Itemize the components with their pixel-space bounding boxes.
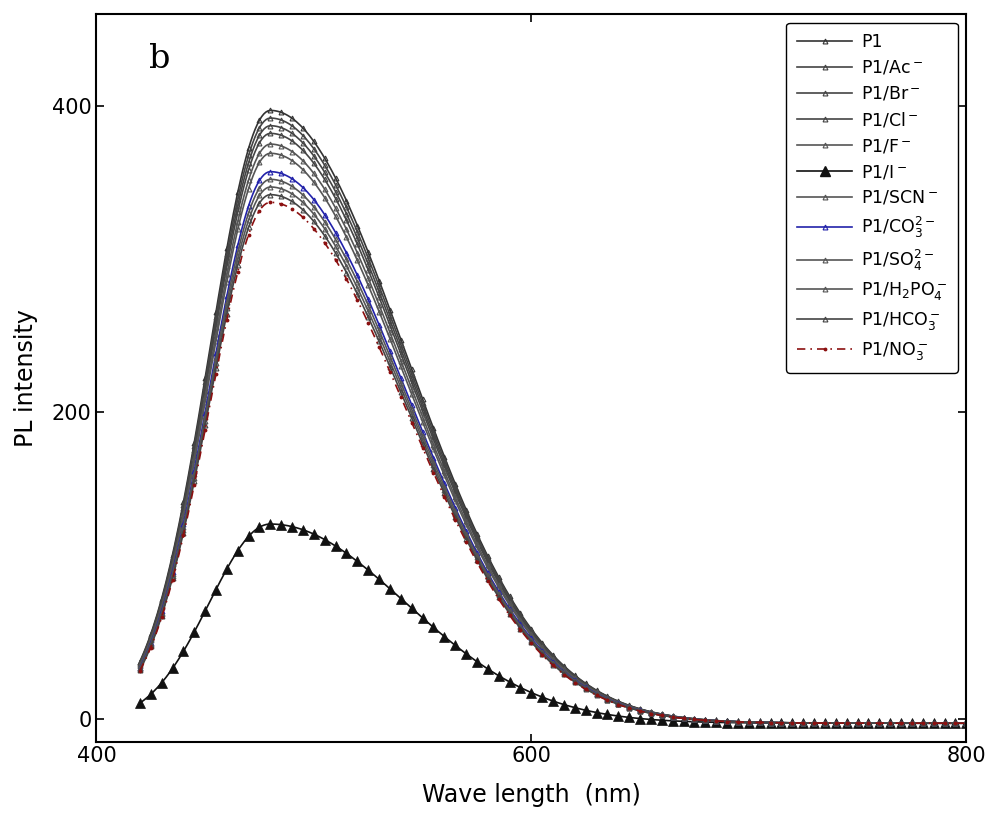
Text: b: b [149, 43, 170, 75]
Legend: P1, P1/Ac$^-$, P1/Br$^-$, P1/Cl$^-$, P1/F$^-$, P1/I$^-$, P1/SCN$^-$, P1/CO$_3^{2: P1, P1/Ac$^-$, P1/Br$^-$, P1/Cl$^-$, P1/… [786, 22, 958, 373]
Y-axis label: PL intensity: PL intensity [14, 309, 38, 447]
X-axis label: Wave length  (nm): Wave length (nm) [422, 783, 641, 807]
